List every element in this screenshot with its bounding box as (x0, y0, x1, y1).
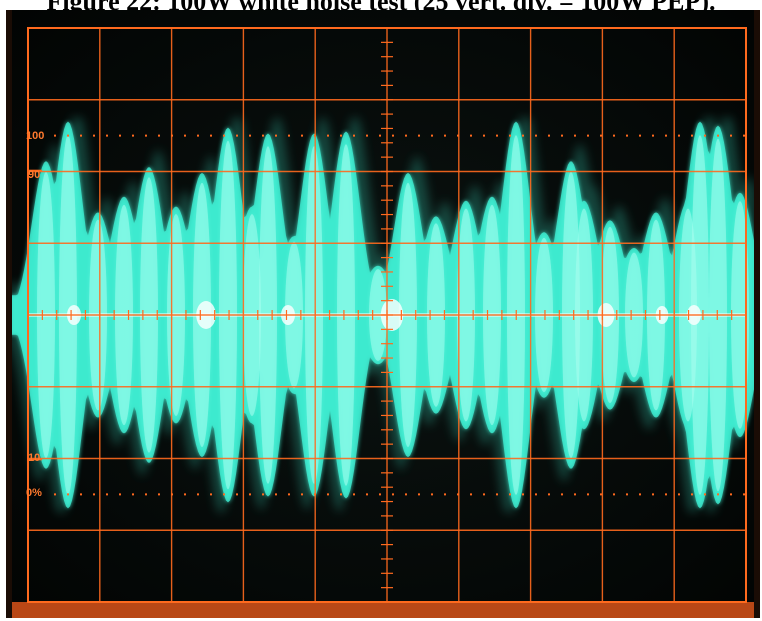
bezel-right (754, 10, 760, 618)
oscilloscope-photo: 100 90 10 0% (6, 10, 760, 618)
bezel-left (6, 10, 12, 618)
label-0-percent: 0% (26, 487, 42, 499)
graticule (6, 10, 760, 618)
label-90: 90 (28, 169, 40, 181)
label-100: 100 (26, 130, 44, 142)
label-10: 10 (28, 452, 40, 464)
oscilloscope-screen: 100 90 10 0% (6, 10, 760, 618)
bezel-bottom-glow (6, 602, 760, 618)
